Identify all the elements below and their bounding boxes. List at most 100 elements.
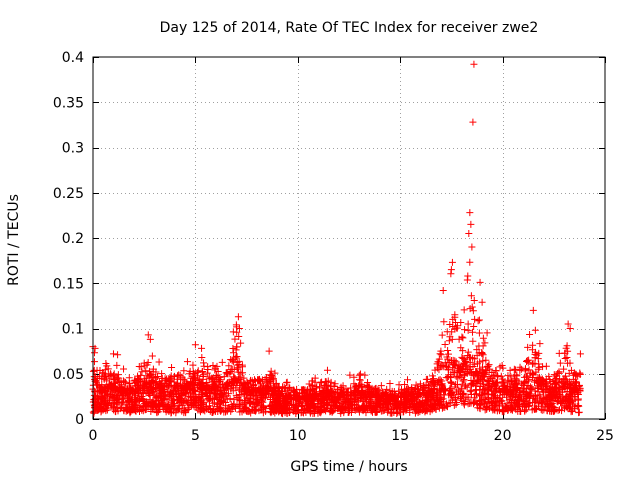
- data-point: [125, 403, 133, 411]
- data-point: [285, 383, 293, 391]
- data-point: [525, 375, 533, 383]
- y-tick-label: 0: [75, 412, 84, 428]
- data-point: [94, 374, 102, 382]
- data-point: [444, 355, 452, 363]
- data-point: [129, 402, 137, 410]
- data-point: [182, 407, 190, 415]
- data-point: [110, 373, 118, 381]
- data-point: [111, 384, 119, 392]
- data-point: [551, 384, 559, 392]
- data-point: [449, 360, 457, 368]
- data-point: [137, 363, 145, 371]
- data-point: [312, 389, 320, 397]
- data-point: [198, 353, 206, 361]
- data-point: [90, 391, 98, 399]
- data-point: [122, 407, 130, 415]
- data-point: [233, 343, 241, 351]
- data-point: [125, 390, 133, 398]
- data-point: [228, 357, 236, 365]
- data-point: [523, 357, 531, 365]
- data-point: [168, 398, 176, 406]
- data-point: [136, 376, 144, 384]
- data-point: [490, 405, 498, 413]
- data-point: [271, 369, 279, 377]
- data-point: [180, 367, 188, 375]
- data-point: [183, 358, 191, 366]
- data-point: [110, 370, 118, 378]
- data-point: [251, 392, 259, 400]
- data-point: [137, 390, 145, 398]
- data-point: [138, 368, 146, 376]
- data-point: [94, 397, 102, 405]
- data-point: [91, 349, 99, 357]
- data-point: [368, 391, 376, 399]
- data-point: [337, 391, 345, 399]
- data-point: [563, 353, 571, 361]
- data-point: [474, 317, 482, 325]
- data-point: [464, 352, 472, 360]
- data-point: [440, 363, 448, 371]
- data-point: [534, 395, 542, 403]
- data-point: [438, 384, 446, 392]
- data-point: [480, 369, 488, 377]
- data-point: [154, 408, 162, 416]
- data-point: [294, 406, 302, 414]
- data-point: [101, 398, 109, 406]
- data-point: [152, 378, 160, 386]
- data-point: [218, 390, 226, 398]
- data-point: [482, 356, 490, 364]
- data-point: [451, 313, 459, 321]
- data-point: [178, 401, 186, 409]
- data-point: [539, 381, 547, 389]
- data-point: [146, 370, 154, 378]
- data-point: [452, 394, 460, 402]
- x-tick-label: 20: [494, 428, 512, 444]
- data-point: [411, 409, 419, 417]
- data-point: [213, 393, 221, 401]
- data-point: [230, 377, 238, 385]
- data-point: [404, 376, 412, 384]
- data-point: [372, 388, 380, 396]
- data-point: [554, 387, 562, 395]
- data-point: [195, 390, 203, 398]
- data-point: [155, 358, 163, 366]
- data-point: [148, 389, 156, 397]
- data-point: [176, 396, 184, 404]
- data-point: [479, 381, 487, 389]
- data-point: [112, 398, 120, 406]
- data-point: [323, 366, 331, 374]
- data-point: [266, 371, 274, 379]
- data-point: [236, 385, 244, 393]
- data-point: [272, 379, 280, 387]
- data-point: [144, 359, 152, 367]
- data-point: [143, 398, 151, 406]
- data-point: [137, 378, 145, 386]
- data-point: [528, 360, 536, 368]
- data-point: [301, 386, 309, 394]
- data-point: [436, 350, 444, 358]
- data-point: [496, 363, 504, 371]
- data-point: [189, 361, 197, 369]
- data-point: [432, 404, 440, 412]
- y-tick-label: 0.4: [62, 50, 84, 66]
- data-point: [313, 383, 321, 391]
- data-point: [284, 399, 292, 407]
- data-point: [463, 383, 471, 391]
- data-point: [462, 361, 470, 369]
- data-point: [436, 376, 444, 384]
- data-point: [225, 362, 233, 370]
- x-tick-label: 5: [191, 428, 200, 444]
- data-point: [214, 368, 222, 376]
- data-point: [144, 331, 152, 339]
- x-tick-label: 25: [596, 428, 614, 444]
- data-point: [154, 396, 162, 404]
- data-point: [437, 400, 445, 408]
- data-point: [139, 384, 147, 392]
- data-point: [222, 402, 230, 410]
- data-point: [104, 365, 112, 373]
- data-point: [209, 362, 217, 370]
- data-point: [237, 339, 245, 347]
- data-point: [103, 377, 111, 385]
- data-point: [254, 396, 262, 404]
- data-point: [103, 362, 111, 370]
